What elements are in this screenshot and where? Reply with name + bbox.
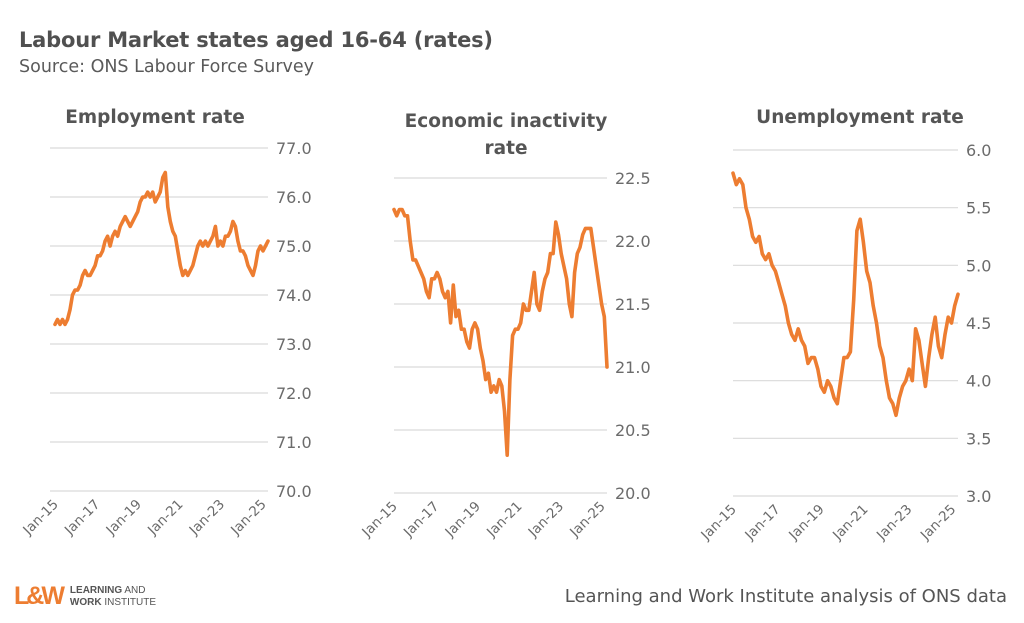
employment-x-tick-label: Jan-17: [61, 497, 103, 539]
employment-x-tick-label: Jan-23: [186, 497, 228, 539]
panel-title-inactivity: Economic inactivity rate: [404, 111, 608, 159]
inactivity-y-tick-label: 21.5: [615, 295, 651, 314]
employment-y-tick-label: 74.0: [276, 286, 312, 305]
logo-text: LEARNING AND WORK INSTITUTE: [70, 585, 156, 609]
unemployment-y-tick-label: 5.5: [966, 199, 991, 218]
employment-y-tick-label: 71.0: [276, 433, 312, 452]
inactivity-x-tick-label: Jan-19: [442, 499, 484, 541]
employment-x-tick-label: Jan-15: [19, 497, 61, 539]
panel-title-employment: Employment rate: [65, 107, 245, 128]
inactivity-x-tick-label: Jan-23: [525, 499, 567, 541]
employment-y-tick-label: 72.0: [276, 384, 312, 403]
employment-x-tick-label: Jan-19: [103, 497, 145, 539]
employment-x-tick-label: Jan-25: [227, 497, 269, 539]
unemployment-y-tick-label: 5.0: [966, 256, 991, 275]
inactivity-series-line: [392, 207, 609, 457]
employment-y-tick-label: 76.0: [276, 188, 312, 207]
footer-credit: Learning and Work Institute analysis of …: [564, 586, 1007, 607]
inactivity-y-tick-label: 20.5: [615, 421, 651, 440]
inactivity-y-tick-label: 22.0: [615, 232, 651, 251]
logo-line2-rest: INSTITUTE: [101, 596, 157, 608]
employment-x-tick-label: Jan-21: [144, 497, 186, 539]
employment-y-tick-label: 75.0: [276, 237, 312, 256]
inactivity-x-tick-label: Jan-17: [400, 499, 442, 541]
employment-y-tick-label: 77.0: [276, 139, 312, 158]
inactivity-x-tick-label: Jan-25: [566, 499, 608, 541]
employment-series-line: [53, 170, 270, 327]
unemployment-x-tick-label: Jan-17: [741, 502, 783, 544]
logo-line2-bold: WORK: [69, 596, 102, 608]
chart-subtitle: Source: ONS Labour Force Survey: [19, 57, 315, 77]
unemployment-x-tick-label: Jan-23: [873, 502, 915, 544]
unemployment-y-tick-label: 4.5: [966, 314, 991, 333]
inactivity-y-tick-label: 21.0: [615, 358, 651, 377]
unemployment-series-line: [731, 171, 960, 418]
lw-logo: L&W LEARNING AND WORK INSTITUTE: [14, 582, 156, 611]
inactivity-x-tick-label: Jan-15: [358, 499, 400, 541]
unemployment-x-tick-label: Jan-21: [829, 502, 871, 544]
unemployment-x-tick-label: Jan-25: [917, 502, 959, 544]
logo-mark: L&W: [14, 582, 65, 610]
unemployment-x-tick-label: Jan-15: [697, 502, 739, 544]
unemployment-x-tick-label: Jan-19: [785, 502, 827, 544]
unemployment-y-tick-label: 3.5: [966, 429, 991, 448]
panel-title-unemployment: Unemployment rate: [756, 107, 964, 128]
unemployment-y-tick-label: 6.0: [966, 141, 991, 160]
inactivity-y-tick-label: 20.0: [615, 484, 651, 503]
inactivity-y-tick-label: 22.5: [615, 169, 651, 188]
logo-line1-bold: LEARNING: [69, 584, 123, 596]
unemployment-y-tick-label: 4.0: [966, 372, 991, 391]
employment-y-tick-label: 70.0: [276, 482, 312, 501]
chart-title: Labour Market states aged 16-64 (rates): [19, 28, 493, 52]
employment-y-tick-label: 73.0: [276, 335, 312, 354]
inactivity-x-tick-label: Jan-21: [483, 499, 525, 541]
logo-line1-rest: AND: [122, 584, 146, 596]
unemployment-y-tick-label: 3.0: [966, 487, 991, 506]
